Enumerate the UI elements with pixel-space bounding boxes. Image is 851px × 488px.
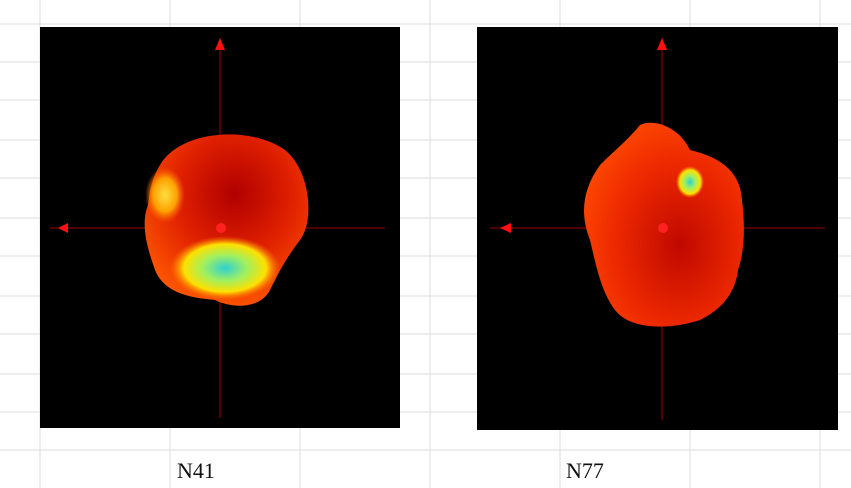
panel-label: N41: [177, 458, 215, 483]
panel-label: N77: [566, 458, 604, 483]
pattern-image-right: [477, 27, 838, 430]
pattern-image-left: [40, 27, 400, 428]
